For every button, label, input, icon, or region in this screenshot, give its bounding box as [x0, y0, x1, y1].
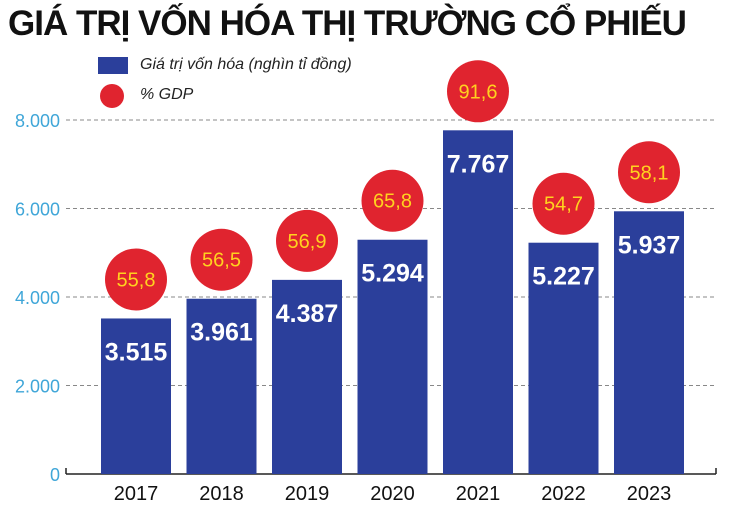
y-tick-label: 2.000 — [15, 377, 60, 397]
gdp-circle — [532, 172, 595, 235]
gdp-value-label: 56,9 — [288, 231, 327, 253]
y-tick-label: 0 — [50, 465, 60, 485]
y-tick-label: 8.000 — [15, 111, 60, 131]
bar — [186, 298, 257, 474]
chart-title: GIÁ TRỊ VỐN HÓA THỊ TRƯỜNG CỔ PHIẾU — [8, 4, 687, 43]
gdp-circle — [618, 141, 680, 204]
bar-value-label: 3.515 — [105, 338, 168, 366]
y-tick-label: 6.000 — [15, 200, 60, 220]
bar-value-label: 3.961 — [190, 319, 253, 347]
legend-circle-swatch — [100, 84, 124, 108]
legend-circle-label: % GDP — [140, 86, 194, 103]
x-tick-label: 2020 — [370, 483, 415, 505]
x-tick-label: 2019 — [285, 483, 330, 505]
gdp-value-label: 91,6 — [459, 81, 498, 103]
gdp-value-label: 54,7 — [544, 194, 583, 216]
bar-value-label: 5.937 — [618, 231, 681, 259]
gdp-value-label: 58,1 — [630, 162, 669, 184]
gdp-circle — [276, 209, 338, 272]
gdp-circle — [105, 248, 167, 311]
x-tick-label: 2017 — [114, 483, 159, 505]
gdp-value-label: 56,5 — [202, 250, 241, 272]
y-tick-label: 4.000 — [15, 288, 60, 308]
bar — [101, 318, 171, 474]
bar-value-label: 7.767 — [447, 150, 510, 178]
bar — [357, 239, 428, 474]
gdp-circle — [190, 228, 253, 291]
bar — [528, 242, 599, 474]
legend-bar-label: Giá trị vốn hóa (nghìn tỉ đồng) — [140, 56, 352, 73]
gdp-circle — [447, 60, 509, 123]
gdp-circle — [361, 169, 424, 232]
gdp-value-label: 55,8 — [117, 269, 156, 291]
bar-value-label: 4.387 — [276, 300, 339, 328]
x-tick-label: 2022 — [541, 483, 586, 505]
legend-bar-swatch — [98, 57, 128, 74]
x-tick-label: 2018 — [199, 483, 244, 505]
bar — [272, 279, 342, 474]
bar — [443, 130, 513, 475]
gdp-value-label: 65,8 — [373, 191, 412, 213]
bar-value-label: 5.294 — [361, 260, 424, 288]
bar — [614, 211, 684, 474]
x-tick-label: 2021 — [456, 483, 501, 505]
x-tick-label: 2023 — [627, 483, 672, 505]
bar-value-label: 5.227 — [532, 263, 595, 291]
